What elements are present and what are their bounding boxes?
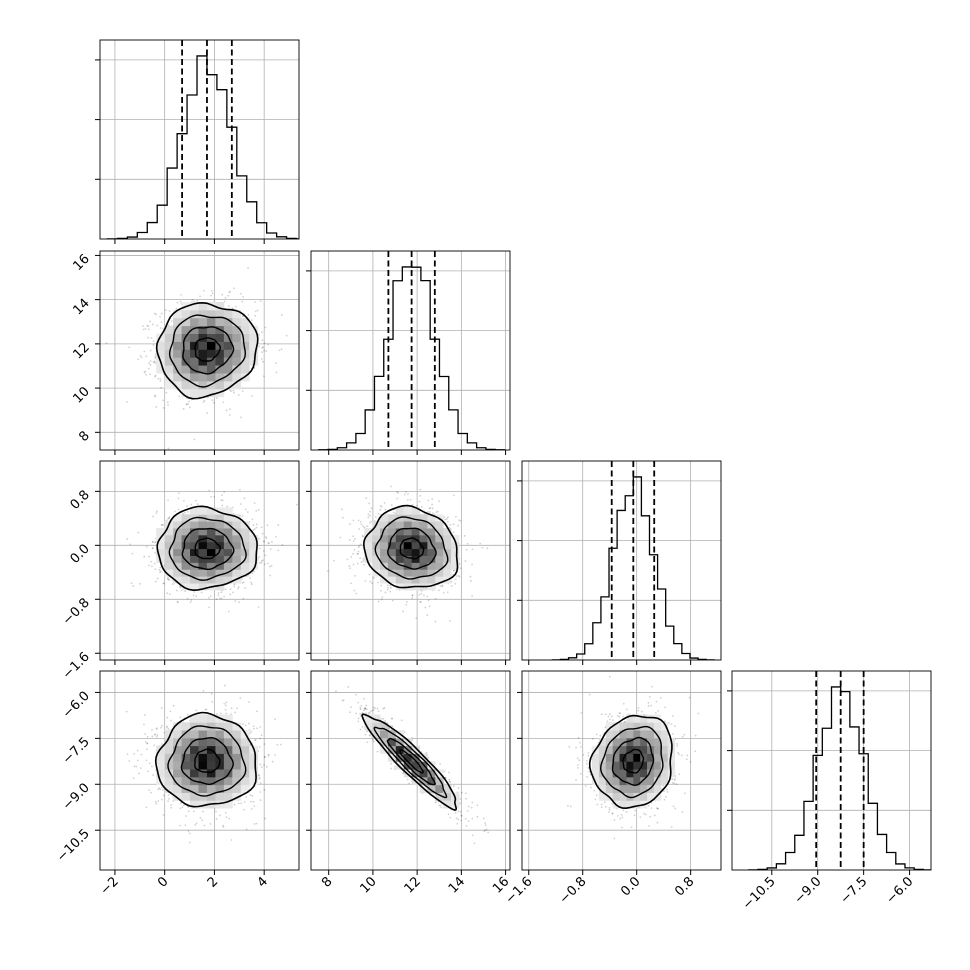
y-tick-label: 8 — [76, 429, 92, 445]
contour-level-4 — [361, 713, 458, 811]
y-tick-label: 10 — [71, 384, 93, 406]
density-panel-4-1 — [99, 670, 300, 871]
density-panel-4-2 — [310, 670, 511, 871]
contour-level-3 — [167, 725, 247, 797]
contour-level-4 — [154, 711, 257, 808]
panel-frame — [99, 250, 300, 451]
y-tick-label: 16 — [71, 252, 93, 274]
y-tick-label: −10.5 — [54, 826, 93, 865]
x-tick-label: −9.0 — [792, 874, 825, 907]
panel-frame — [99, 670, 300, 871]
contour-level-3 — [168, 314, 247, 388]
x-tick-label: −0.8 — [557, 874, 590, 907]
contour-level-2 — [386, 737, 436, 786]
x-tick-label: 2 — [205, 874, 221, 890]
contour-level-1 — [622, 748, 645, 774]
histogram-step-2 — [318, 266, 506, 450]
x-tick-label: 4 — [255, 874, 271, 890]
histogram-step-4 — [748, 686, 931, 870]
contour-level-3 — [168, 516, 247, 581]
x-tick-label: −1.6 — [503, 874, 536, 907]
contour-level-1 — [194, 337, 222, 362]
histogram-panel-4 — [727, 670, 932, 871]
density-panel-3-1 — [99, 460, 300, 661]
histogram-step-3 — [551, 476, 715, 660]
panel-frame — [310, 670, 511, 871]
panel-frame — [310, 460, 511, 661]
contour-level-1 — [399, 537, 425, 560]
density-panel-3-2 — [310, 460, 511, 661]
x-tick-label: 0.0 — [618, 874, 643, 899]
y-tick-label: −9.0 — [60, 780, 93, 813]
contour-level-3 — [599, 725, 664, 799]
contour-level-4 — [155, 301, 259, 400]
x-tick-label: 8 — [319, 874, 335, 890]
x-tick-label: −7.5 — [838, 874, 871, 907]
contour-level-3 — [374, 516, 449, 580]
x-tick-label: 10 — [357, 874, 379, 896]
x-tick-label: 14 — [446, 874, 468, 896]
contour-level-2 — [182, 326, 235, 375]
x-tick-label: 12 — [402, 874, 424, 896]
y-tick-label: −7.5 — [60, 735, 93, 768]
contour-level-1 — [194, 748, 221, 774]
contour-level-2 — [181, 527, 235, 570]
histogram-panel-3 — [517, 460, 722, 661]
histogram-step-1 — [106, 55, 299, 239]
y-tick-label: −6.0 — [60, 689, 93, 722]
y-tick-label: 14 — [71, 296, 93, 318]
density-panel-4-3 — [521, 670, 722, 871]
y-tick-label: 0.8 — [68, 488, 93, 513]
contour-level-2 — [611, 736, 655, 787]
panel-frame — [731, 670, 932, 871]
contour-level-2 — [387, 527, 437, 570]
histogram-panel-2 — [306, 250, 511, 451]
panel-frame — [310, 250, 511, 451]
y-tick-label: −0.8 — [60, 596, 93, 629]
x-tick-label: −10.5 — [740, 874, 779, 913]
contour-level-4 — [588, 714, 673, 810]
y-tick-label: 12 — [71, 340, 93, 362]
panel-frame — [99, 39, 300, 240]
histogram-panel-1 — [95, 39, 300, 240]
y-tick-label: 0.0 — [68, 542, 93, 567]
x-tick-label: 0.8 — [672, 874, 697, 899]
contour-level-4 — [362, 504, 459, 589]
density-panel-2-1 — [99, 250, 300, 451]
contour-level-1 — [399, 749, 424, 774]
contour-level-1 — [194, 537, 221, 560]
contour-level-4 — [156, 505, 258, 592]
x-tick-label: 0 — [155, 874, 171, 890]
contour-level-3 — [373, 726, 448, 799]
x-tick-label: −2 — [98, 874, 122, 898]
x-tick-label: −6.0 — [883, 874, 916, 907]
y-tick-label: −1.6 — [60, 649, 93, 682]
panel-frame — [521, 460, 722, 661]
panel-frame — [521, 670, 722, 871]
panel-frame — [99, 460, 300, 661]
contour-level-2 — [180, 736, 234, 786]
